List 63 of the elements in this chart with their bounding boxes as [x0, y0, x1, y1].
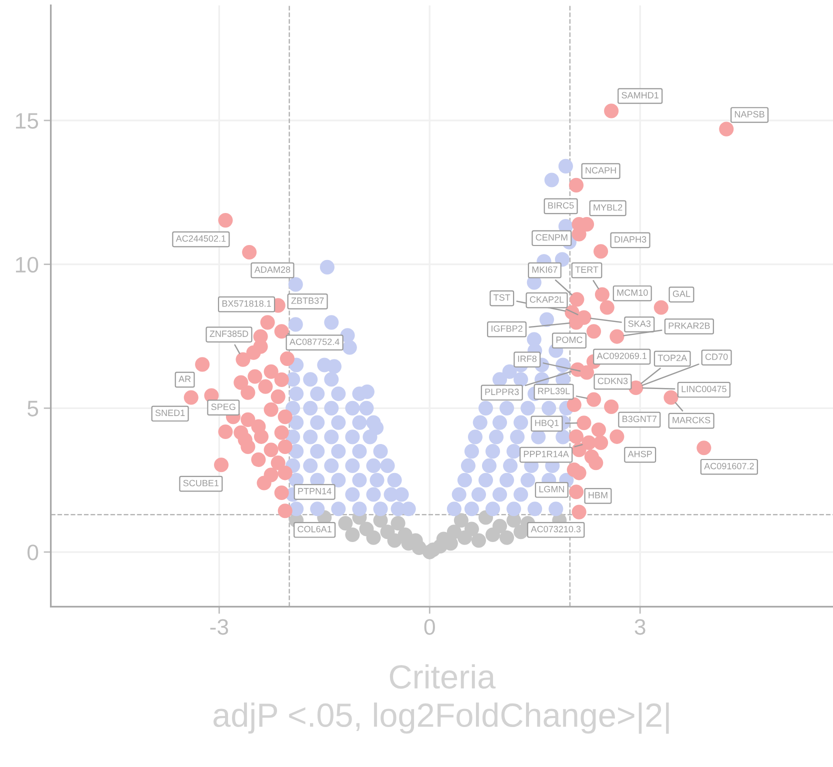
annotation: PTPN14	[298, 488, 332, 494]
annotation: AC091607.2	[704, 462, 754, 470]
annotation: NAPSB	[734, 111, 764, 118]
annotation: HBM	[588, 492, 608, 498]
annotation: ADAM28	[254, 266, 290, 273]
annotation: LGMN	[539, 486, 564, 492]
annotation: RPL39L	[538, 388, 570, 394]
annotation: IRF8	[518, 356, 537, 362]
annotation: MARCKS	[672, 416, 710, 424]
annotation: PRKAR2B	[668, 322, 710, 329]
y-tick-label: 15	[16, 113, 38, 129]
annotation: CD70	[705, 354, 728, 360]
point	[471, 533, 486, 548]
annotation: COL6A1	[298, 526, 332, 532]
annotation: NCAPH	[586, 167, 616, 174]
point	[390, 516, 406, 531]
annotation: SPEG	[211, 404, 236, 410]
point	[464, 522, 480, 536]
x-tick-label: 3	[634, 619, 646, 635]
annotation: SKA3	[628, 320, 651, 327]
annotation: SNED1	[155, 410, 185, 416]
annotation: CDKN3	[598, 378, 628, 384]
y-tick-label: 5	[28, 400, 38, 416]
annotation: AR	[178, 376, 191, 382]
annotation: BIRC5	[548, 202, 574, 209]
annotation: CENPM	[536, 234, 568, 241]
annotation: AC092069.1	[596, 352, 647, 360]
annotation: HBQ1	[535, 420, 559, 428]
annotation: IGFBP2	[492, 325, 522, 332]
annotation: LINC00475	[682, 386, 726, 392]
annotation: ZBTB37	[291, 297, 324, 304]
point	[387, 533, 402, 548]
annotation: PLPPR3	[485, 388, 519, 396]
annotation: POMC	[556, 336, 582, 343]
annotation: ZNF385D	[210, 330, 248, 337]
y-tick-label: 0	[28, 544, 38, 560]
point	[366, 530, 381, 545]
x-tick-label: 0	[424, 619, 435, 635]
annotation: PPP1R14A	[524, 450, 569, 458]
annotation: AC087752.4	[290, 338, 340, 345]
point	[338, 516, 353, 531]
annotation: MCM10	[617, 289, 648, 296]
annotation: SCUBE1	[183, 480, 219, 486]
point	[345, 527, 360, 542]
annotation: B3GNT7	[622, 416, 656, 422]
annotation: TERT	[575, 266, 598, 273]
annotation: SAMHD1	[622, 92, 658, 98]
y-tick-label: 10	[16, 256, 38, 273]
point	[500, 530, 514, 545]
x-tick-label: -3	[210, 619, 228, 635]
annotation: DIAPH3	[614, 236, 646, 243]
annotation: GAL	[672, 290, 690, 297]
annotation: BX571818.1	[222, 300, 271, 307]
annotation: CKAP2L	[530, 296, 564, 303]
annotation: TST	[494, 294, 510, 301]
annotation: AC244502.1	[176, 235, 226, 242]
point	[454, 513, 468, 528]
annotation: TOP2A	[658, 354, 688, 362]
annotation: AC073210.3	[530, 526, 581, 532]
annotation: MKI67	[532, 266, 558, 273]
annotation: AHSP	[628, 450, 652, 458]
point	[492, 518, 508, 534]
annotation: MYBL2	[594, 204, 622, 211]
